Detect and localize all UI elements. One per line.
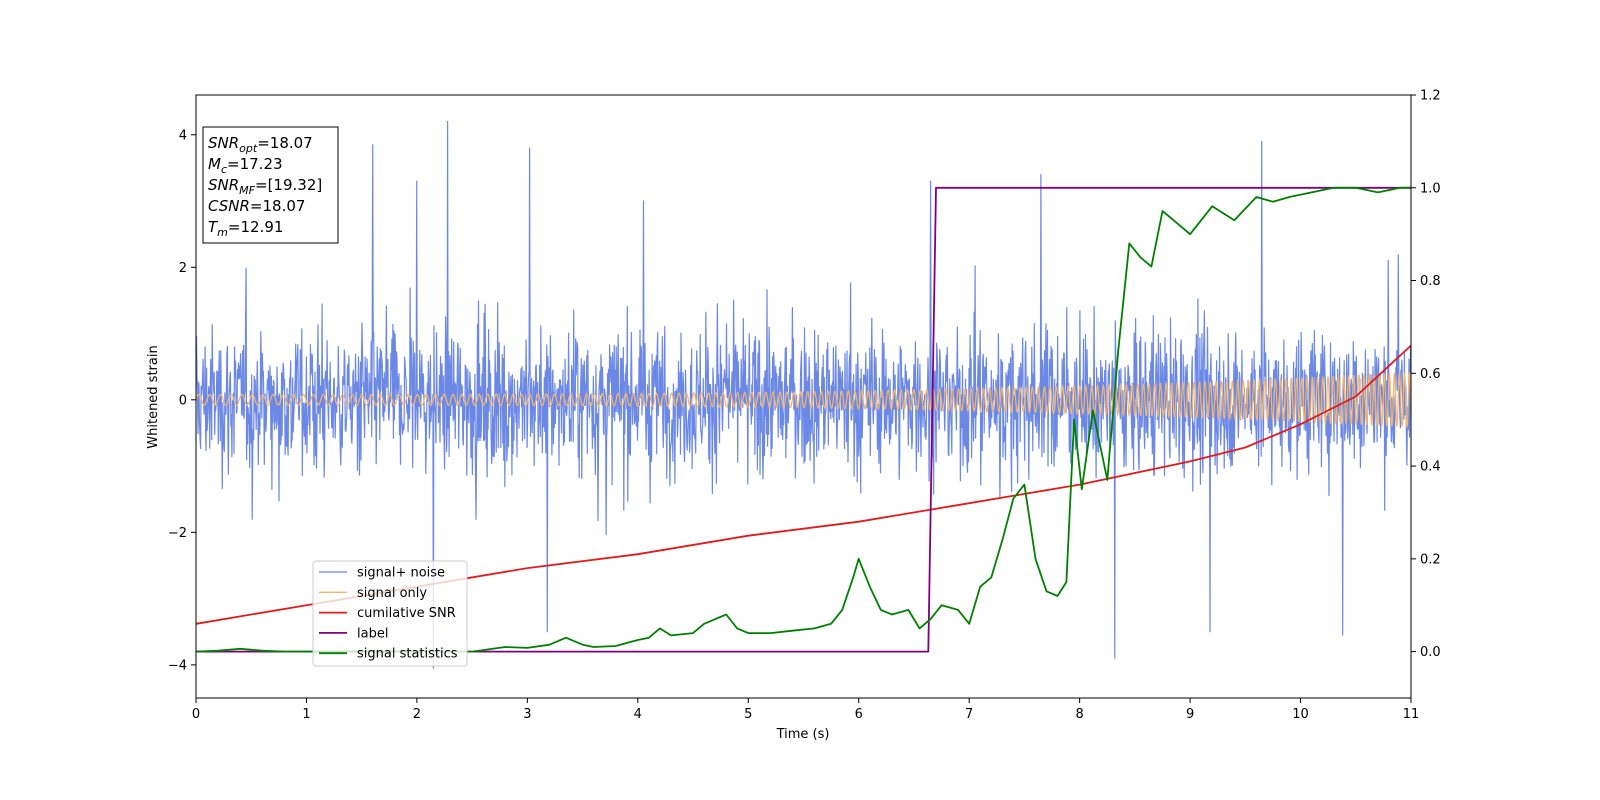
stats-line: Tm=12.91 (208, 218, 283, 239)
legend-label: cumilative SNR (357, 606, 456, 621)
y-tick-label-right: 0.8 (1420, 274, 1441, 289)
y-tick-label-right: 1.0 (1420, 181, 1441, 196)
y-tick-label-left: −2 (168, 526, 187, 541)
x-tick-label: 4 (634, 707, 642, 722)
y-axis-label: Whitened strain (146, 345, 161, 448)
axes: 0 1 2 3 4 5 6 7 8 9 10 11 −4 −2 0 2 4 0.0 0.2 0.4 0.6 0.8 1.0 1… (168, 89, 1441, 723)
legend: signal+ noise signal only cumilative SNR la… (312, 560, 468, 667)
x-tick-label: 2 (413, 707, 421, 722)
series-line-signal-statistics (195, 186, 1411, 653)
stats-line: Mc=17.23 (208, 155, 283, 176)
series-line-signal-noise (195, 120, 1412, 669)
x-tick-label: 6 (855, 707, 863, 722)
stats-line: SNRMF=[19.32] (208, 176, 322, 197)
legend-label: label (357, 626, 388, 641)
y-tick-label-right: 0.4 (1420, 460, 1441, 475)
x-axis-label: Time (s) (776, 727, 830, 742)
y-tick-label-left: −4 (168, 658, 187, 673)
y-tick-label-right: 0.2 (1420, 552, 1441, 567)
y-tick-label-left: 2 (179, 261, 187, 276)
stats-line: CSNR=18.07 (208, 197, 305, 215)
y-tick-label-right: 1.2 (1420, 89, 1441, 104)
y-tick-label-right: 0.0 (1420, 645, 1441, 660)
series-line-signal-only (195, 372, 1412, 428)
y-tick-label-right: 0.6 (1420, 367, 1441, 382)
x-tick-label: 0 (192, 707, 200, 722)
legend-label: signal+ noise (357, 566, 445, 581)
axes-frame (195, 94, 1412, 699)
legend-label: signal statistics (357, 647, 458, 662)
x-tick-label: 8 (1075, 707, 1083, 722)
stats-line: SNRopt=18.07 (208, 134, 313, 155)
x-tick-label: 11 (1403, 707, 1420, 722)
x-tick-label: 10 (1292, 707, 1309, 722)
y-tick-label-left: 0 (179, 393, 187, 408)
x-tick-label: 7 (965, 707, 973, 722)
legend-frame (312, 560, 468, 667)
x-tick-label: 3 (523, 707, 531, 722)
legend-label: signal only (357, 586, 427, 601)
stats-box-frame (202, 126, 339, 244)
y-tick-label-left: 4 (179, 128, 187, 143)
x-tick-label: 5 (744, 707, 752, 722)
stats-box: SNRopt=18.07Mc=17.23SNRMF=[19.32]CSNR=18… (202, 126, 339, 244)
x-tick-label: 9 (1186, 707, 1194, 722)
x-tick-label: 1 (302, 707, 310, 722)
series-line-label (196, 186, 1411, 653)
